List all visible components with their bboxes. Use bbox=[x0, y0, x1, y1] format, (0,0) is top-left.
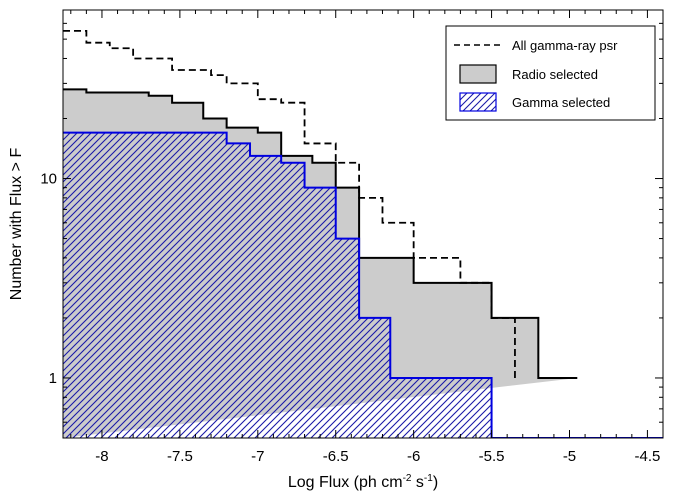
legend-swatch-radio bbox=[459, 64, 497, 84]
x-tick-label: -5.5 bbox=[479, 448, 505, 465]
legend: All gamma-ray psr Radio selected Gamma s… bbox=[445, 25, 656, 121]
x-tick-label: -7 bbox=[251, 448, 264, 465]
y-tick-label: 1 bbox=[49, 370, 57, 387]
x-tick-label: -4.5 bbox=[634, 448, 660, 465]
x-axis-label-exp2: -1 bbox=[424, 473, 433, 484]
x-axis-label-prefix: Log Flux (ph cm bbox=[288, 474, 403, 491]
y-axis-label: Number with Flux > F bbox=[8, 148, 25, 301]
legend-label-all-gamma: All gamma-ray psr bbox=[512, 38, 618, 53]
x-tick-label: -7.5 bbox=[167, 448, 193, 465]
x-tick-label: -5 bbox=[563, 448, 576, 465]
all-gamma-line bbox=[63, 29, 516, 378]
x-tick-label: -6.5 bbox=[323, 448, 349, 465]
legend-label-radio: Radio selected bbox=[512, 67, 598, 82]
x-axis-label-exp1: -2 bbox=[403, 473, 412, 484]
x-axis-label-suffix: ) bbox=[433, 474, 438, 491]
x-tick-label: -6 bbox=[407, 448, 420, 465]
gamma-selected-area bbox=[63, 132, 663, 438]
gamma-selected-line bbox=[63, 131, 663, 438]
x-tick-label: -8 bbox=[95, 448, 108, 465]
legend-label-gamma: Gamma selected bbox=[512, 95, 610, 110]
plot-frame bbox=[62, 9, 664, 439]
x-axis-label: Log Flux (ph cm-2 s-1) bbox=[288, 473, 438, 491]
legend-swatch-gamma bbox=[459, 92, 497, 112]
x-axis-label-middle: s bbox=[411, 474, 423, 491]
y-tick-label: 10 bbox=[40, 171, 57, 188]
